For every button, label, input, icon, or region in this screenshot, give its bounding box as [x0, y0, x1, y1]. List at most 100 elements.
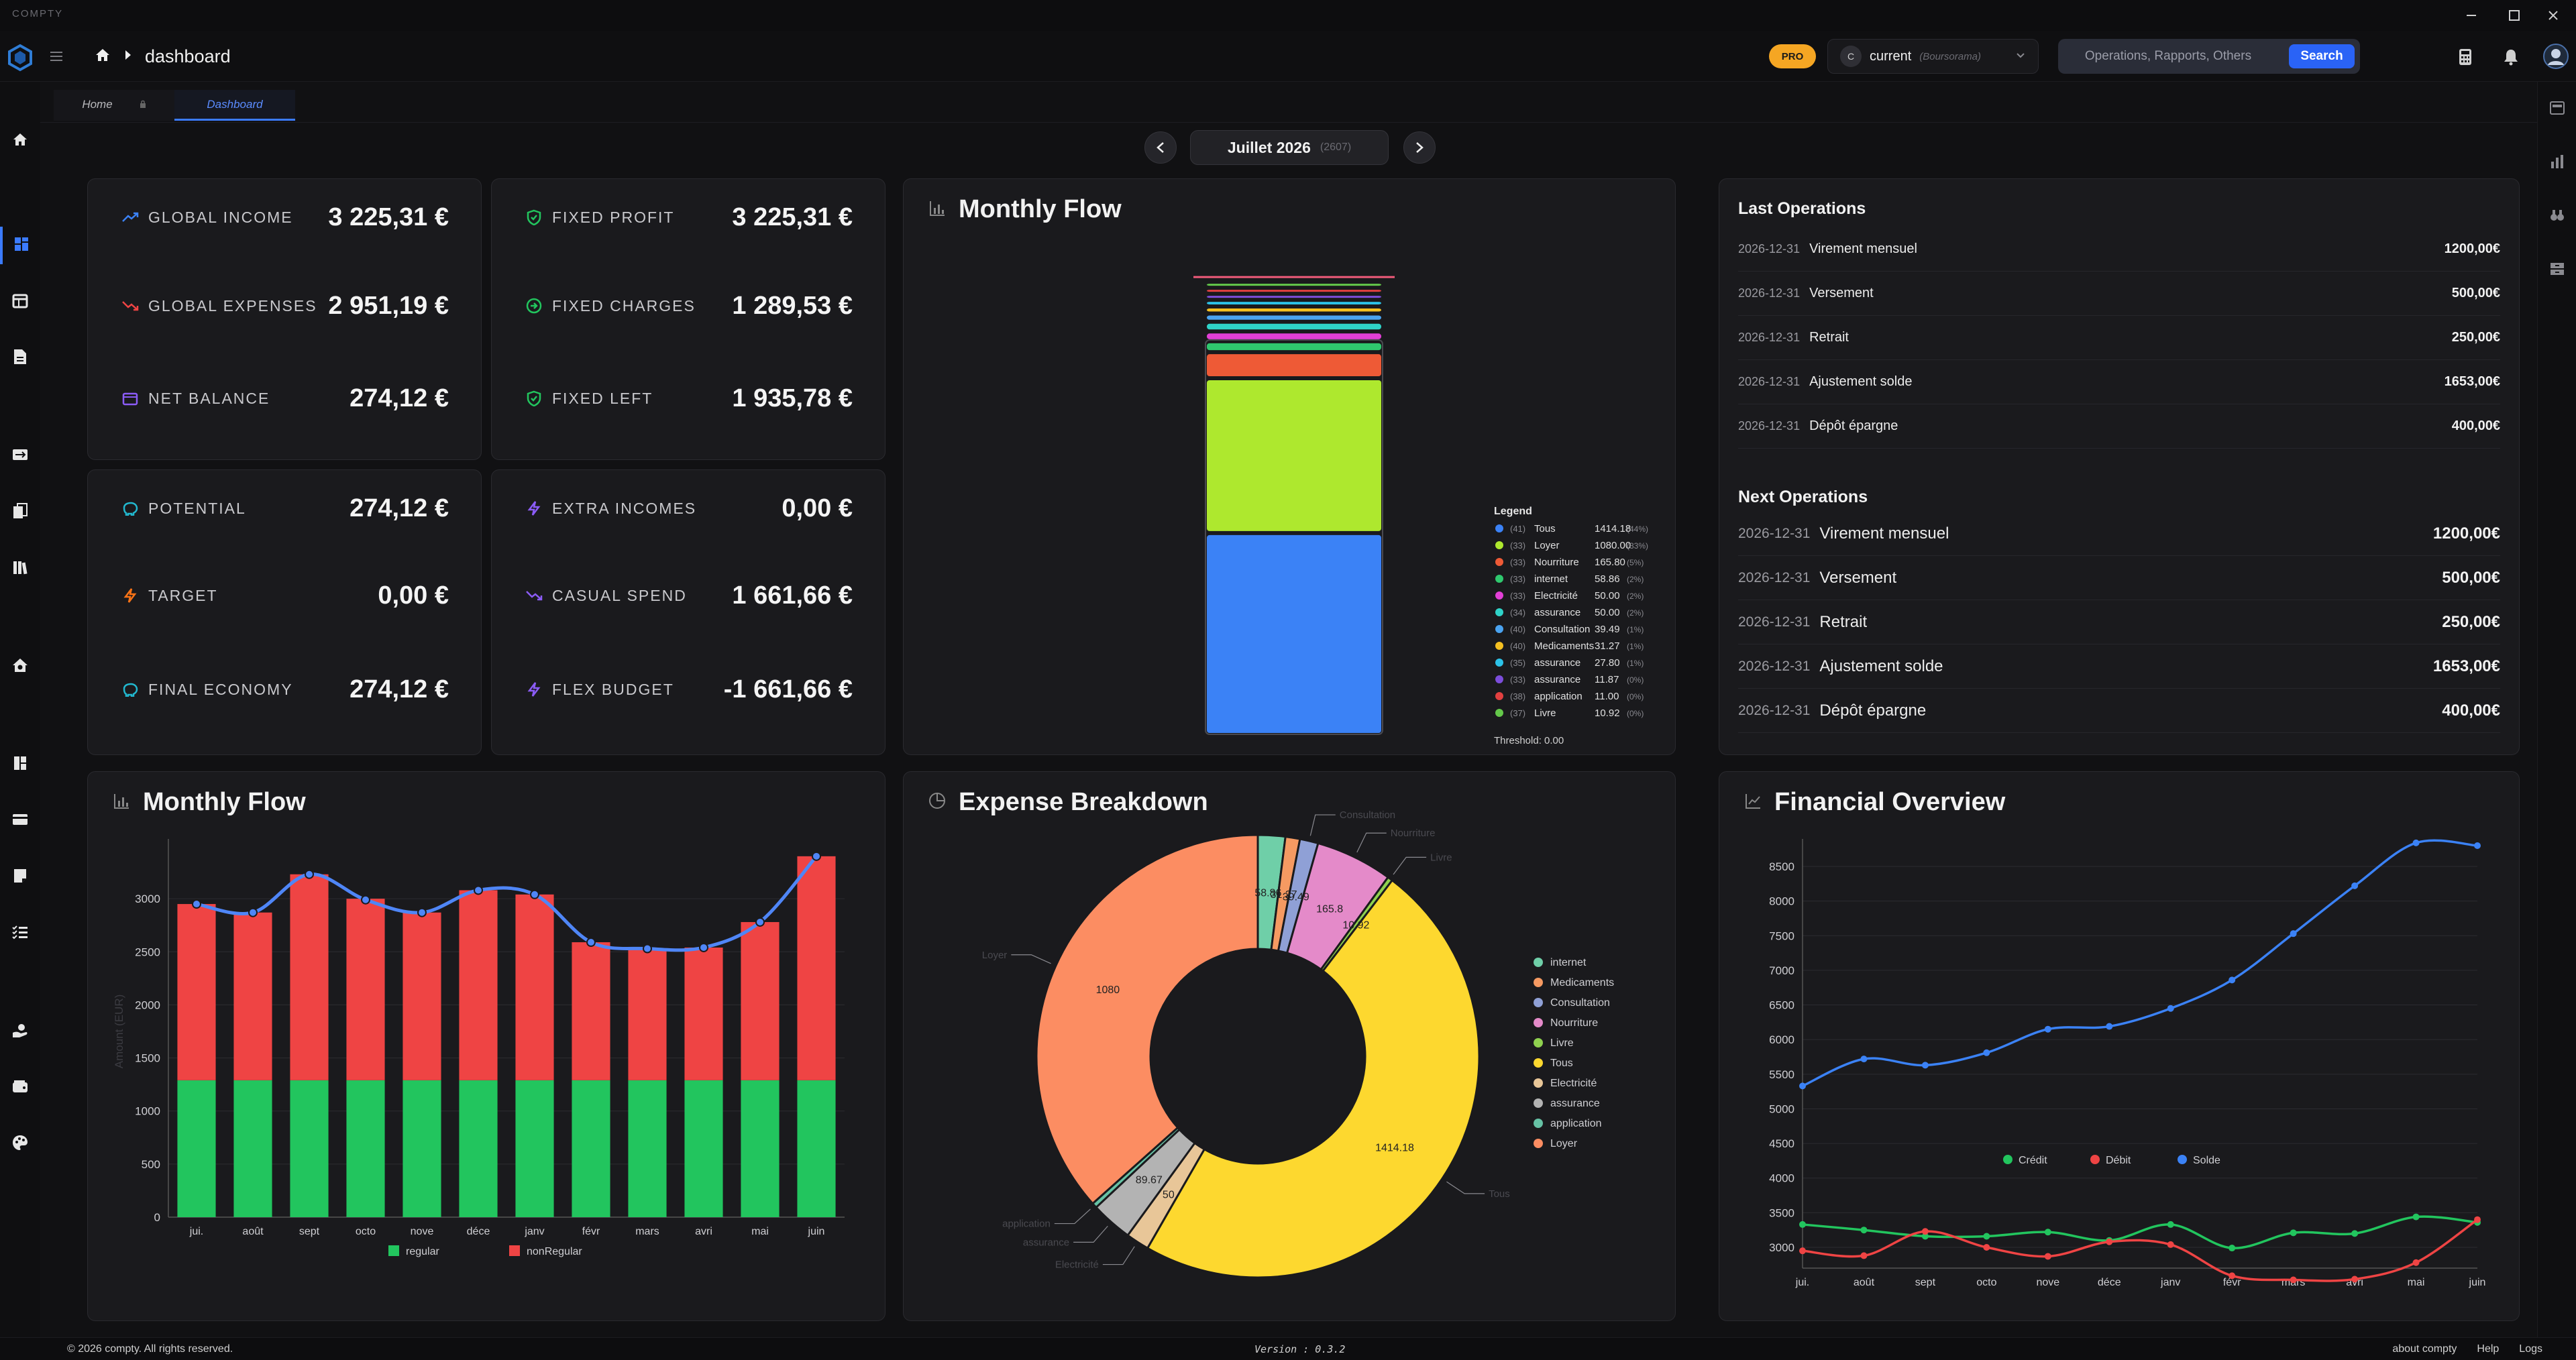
series-point: [1983, 1049, 1990, 1056]
stat-net-balance: NET BALANCE 274,12 €: [120, 382, 449, 415]
legend-label: Livre: [1550, 1037, 1574, 1049]
sidebar-item-panels[interactable]: [0, 746, 40, 783]
sidebar-item-calendar[interactable]: [0, 283, 40, 321]
legend-dot: [1495, 709, 1503, 717]
sidebar-item-dashboard[interactable]: [0, 227, 40, 264]
legend-value: 58.86: [1595, 573, 1620, 585]
card-title-text: Expense Breakdown: [959, 788, 1208, 816]
sidebar-item-transfers[interactable]: [0, 437, 40, 475]
legend-percent: (2%): [1627, 591, 1644, 601]
slice-name-label: Electricité: [1055, 1259, 1099, 1271]
legend-percent: (44%): [1627, 524, 1648, 534]
bar-nonRegular: [684, 947, 723, 1080]
tab-home[interactable]: Home: [54, 90, 174, 121]
legend-count: (41): [1510, 524, 1525, 534]
panels-icon: [13, 755, 28, 775]
trend-down-icon: [524, 585, 544, 606]
trend-down-icon: [120, 296, 140, 316]
stat-label: CASUAL SPEND: [552, 586, 687, 604]
app-logo-icon[interactable]: [5, 43, 35, 72]
sidebar-item-wallet[interactable]: [0, 1069, 40, 1107]
footer-link-about[interactable]: about compty: [2392, 1343, 2457, 1355]
tab-dashboard[interactable]: Dashboard: [174, 90, 295, 121]
tab-label: Dashboard: [207, 97, 263, 111]
stack-segment: [1207, 290, 1381, 292]
next-operation-row[interactable]: 2026-12-31 Ajustement solde 1653,00€: [1738, 644, 2500, 689]
trend-point: [305, 869, 314, 879]
legend-value: 165.80: [1595, 557, 1625, 568]
next-operation-row[interactable]: 2026-12-31 Retrait 250,00€: [1738, 600, 2500, 644]
pro-badge[interactable]: PRO: [1769, 44, 1816, 68]
operation-amount: 1653,00€: [2432, 657, 2500, 675]
document-icon: [13, 348, 28, 369]
x-tick-label: sept: [299, 1226, 320, 1237]
x-tick-label: juin: [808, 1226, 825, 1237]
last-operation-row[interactable]: 2026-12-31 Virement mensuel 1200,00€: [1738, 227, 2500, 272]
y-tick-label: 6000: [1769, 1033, 1794, 1046]
sidebar-item-notes[interactable]: [0, 858, 40, 896]
legend-dot: [1534, 998, 1543, 1007]
sidebar-item-home[interactable]: [0, 122, 40, 160]
last-operation-row[interactable]: 2026-12-31 Versement 500,00€: [1738, 272, 2500, 316]
note-icon: [13, 868, 28, 887]
close-icon[interactable]: [2533, 3, 2573, 28]
legend-dot: [2003, 1155, 2012, 1164]
calculator-icon[interactable]: [2455, 47, 2475, 67]
next-operation-row[interactable]: 2026-12-31 Dépôt épargne 400,00€: [1738, 689, 2500, 733]
next-operation-row[interactable]: 2026-12-31 Versement 500,00€: [1738, 556, 2500, 600]
widget-panel-icon[interactable]: [2538, 91, 2576, 125]
trend-point: [417, 907, 427, 917]
home-icon[interactable]: [94, 46, 111, 67]
lightning-icon: [524, 679, 544, 699]
archive-icon[interactable]: [2538, 252, 2576, 286]
app-header: dashboard PRO C current (Boursorama) Sea…: [0, 31, 2576, 82]
slice-value-label: 10.92: [1342, 920, 1369, 931]
search-input[interactable]: [2068, 43, 2269, 70]
account-selector[interactable]: C current (Boursorama): [1827, 39, 2039, 74]
trend-point: [361, 895, 370, 905]
bar-chart-icon[interactable]: [2538, 145, 2576, 178]
y-tick-label: 2500: [135, 946, 160, 958]
legend-label: nonRegular: [527, 1246, 582, 1257]
legend-percent: (0%): [1627, 675, 1644, 685]
series-point: [2167, 1241, 2174, 1248]
previous-month-button[interactable]: [1144, 131, 1177, 164]
home-icon: [11, 131, 29, 152]
app-footer: © 2026 compty. All rights reserved. Vers…: [0, 1337, 2576, 1360]
last-operation-row[interactable]: 2026-12-31 Retrait 250,00€: [1738, 316, 2500, 360]
sidebar-item-property[interactable]: [0, 648, 40, 685]
bar-nonRegular: [572, 942, 610, 1080]
footer-link-help[interactable]: Help: [2477, 1343, 2500, 1355]
user-avatar[interactable]: [2542, 43, 2569, 70]
next-operation-row[interactable]: 2026-12-31 Virement mensuel 1200,00€: [1738, 512, 2500, 556]
sidebar-item-theme[interactable]: [0, 1125, 40, 1163]
slice-name-label: Livre: [1430, 852, 1452, 863]
stat-label: GLOBAL EXPENSES: [148, 296, 317, 315]
last-operation-row[interactable]: 2026-12-31 Dépôt épargne 400,00€: [1738, 404, 2500, 449]
bell-icon[interactable]: [2501, 47, 2521, 67]
line-chart-icon: [1743, 788, 1762, 817]
current-period[interactable]: Juillet 2026 (2607): [1190, 130, 1389, 165]
stat-label: EXTRA INCOMES: [552, 499, 697, 517]
sidebar-item-library[interactable]: [0, 550, 40, 587]
operation-date: 2026-12-31: [1738, 331, 1801, 344]
sidebar-item-cards[interactable]: [0, 802, 40, 840]
search-button[interactable]: Search: [2289, 44, 2355, 68]
sidebar-item-savings[interactable]: [0, 1013, 40, 1050]
y-axis-label: Amount (EUR): [113, 995, 125, 1069]
minimize-icon[interactable]: [2451, 3, 2491, 28]
footer-link-logs[interactable]: Logs: [2519, 1343, 2542, 1355]
sidebar-item-checklist[interactable]: [0, 915, 40, 952]
series-point: [1860, 1056, 1868, 1063]
next-month-button[interactable]: [1403, 131, 1436, 164]
account-avatar: C: [1840, 46, 1862, 67]
menu-toggle-icon[interactable]: [47, 47, 66, 66]
binoculars-icon[interactable]: [2538, 199, 2576, 232]
maximize-icon[interactable]: [2494, 3, 2534, 28]
y-tick-label: 3000: [135, 893, 160, 905]
sidebar-item-files[interactable]: [0, 494, 40, 531]
sidebar-item-documents[interactable]: [0, 339, 40, 377]
last-operation-row[interactable]: 2026-12-31 Ajustement solde 1653,00€: [1738, 360, 2500, 404]
legend-percent: (1%): [1627, 659, 1644, 668]
stat-fixed-profit: FIXED PROFIT 3 225,31 €: [524, 201, 853, 234]
